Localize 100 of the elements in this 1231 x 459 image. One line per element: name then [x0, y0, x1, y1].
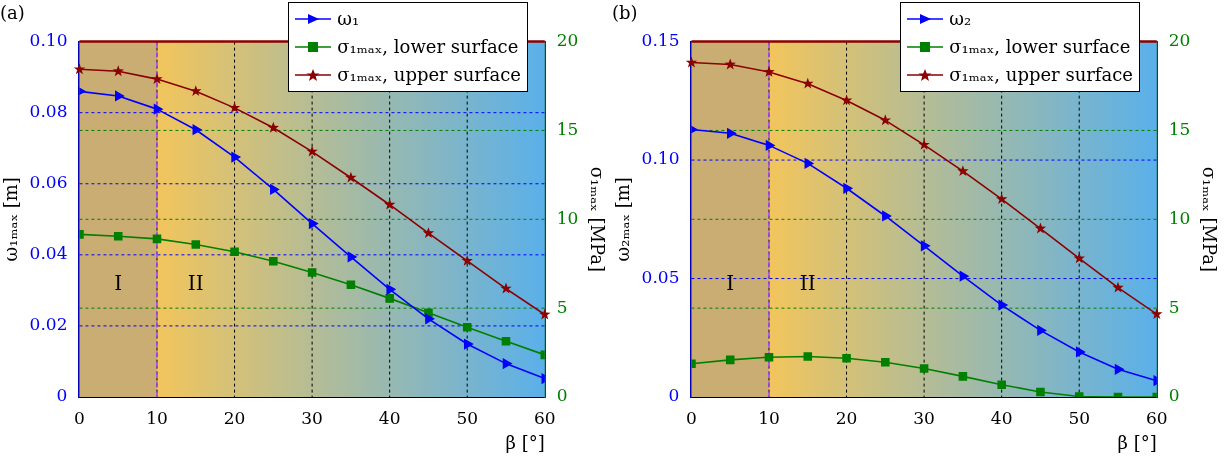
y2-tick-label: 5 — [1168, 296, 1180, 317]
y2-axis-title: σ₁ₘₐₓ [MPa] — [1198, 166, 1220, 272]
legend-label: σ₁ₘₐₓ, lower surface — [949, 35, 1131, 59]
point — [1114, 364, 1124, 375]
band-label: II — [799, 271, 816, 296]
y-tick-label: 0 — [668, 385, 680, 406]
point — [764, 352, 774, 362]
point — [151, 73, 163, 84]
point — [500, 282, 512, 294]
point — [1151, 308, 1163, 320]
point — [153, 104, 163, 115]
point — [726, 128, 736, 139]
point — [685, 56, 698, 68]
point — [843, 183, 853, 194]
y-tick-label: 0.04 — [29, 243, 68, 264]
y2-tick-label: 15 — [1168, 118, 1191, 139]
legend-label: ω₁ — [337, 7, 360, 31]
point — [231, 152, 241, 163]
point — [152, 234, 162, 244]
point — [1075, 346, 1085, 358]
chart-title: (b) — [612, 2, 638, 24]
point — [345, 171, 357, 183]
x-tick-label: 10 — [758, 407, 780, 428]
point — [270, 184, 280, 195]
point — [383, 198, 396, 210]
point — [1112, 281, 1124, 293]
point — [230, 247, 239, 257]
y2-tick-label: 10 — [1168, 207, 1191, 228]
x-tick-label: 40 — [378, 407, 401, 428]
point — [462, 322, 472, 332]
point — [501, 336, 511, 346]
point — [918, 138, 930, 150]
point — [308, 218, 318, 229]
point — [113, 231, 123, 241]
point — [461, 254, 473, 266]
point — [422, 227, 435, 239]
legend-label: ω₂ — [949, 7, 972, 31]
legend-label: σ₁ₘₐₓ, upper surface — [337, 63, 521, 87]
y2-tick-label: 10 — [556, 207, 579, 228]
x-tick-label: 20 — [835, 407, 858, 428]
x-axis-title: β [°] — [505, 431, 545, 453]
point — [228, 101, 241, 113]
y2-tick-label: 0 — [1168, 385, 1180, 406]
point — [112, 65, 124, 77]
point — [1073, 252, 1085, 264]
point — [765, 140, 775, 151]
x-tick-label: 20 — [223, 407, 246, 428]
y-tick-label: 0.08 — [29, 101, 68, 122]
x-tick-label: 40 — [990, 407, 1013, 428]
band-label: I — [726, 271, 735, 296]
x-tick-label: 30 — [913, 407, 935, 428]
y-tick-label: 0.15 — [641, 30, 680, 51]
legend-label: σ₁ₘₐₓ, upper surface — [949, 63, 1133, 87]
point — [959, 271, 969, 282]
y2-tick-label: 20 — [556, 30, 579, 51]
point — [920, 240, 930, 251]
x-axis-title: β [°] — [1117, 431, 1157, 453]
point — [763, 65, 775, 77]
y-tick-label: 0.05 — [641, 266, 680, 287]
x-tick-label: 50 — [1068, 407, 1091, 428]
point — [804, 158, 814, 169]
x-tick-label: 50 — [456, 407, 479, 428]
y2-tick-label: 5 — [556, 296, 568, 317]
y-tick-label: 0.02 — [29, 314, 68, 335]
point — [539, 308, 551, 320]
point — [882, 210, 892, 222]
point — [386, 284, 396, 295]
point — [306, 145, 318, 157]
point — [191, 240, 201, 249]
point — [995, 193, 1008, 205]
y-tick-label: 0.06 — [29, 172, 68, 193]
point — [803, 352, 813, 361]
point — [724, 58, 736, 70]
y-axis-title: ω₁ₘₐₓ [m] — [0, 177, 22, 262]
point — [347, 251, 357, 263]
point — [840, 94, 853, 106]
y-tick-label: 0.10 — [29, 30, 68, 51]
legend-label: σ₁ₘₐₓ, lower surface — [337, 35, 519, 59]
x-tick-label: 0 — [686, 407, 697, 428]
point — [919, 364, 929, 373]
point — [192, 124, 202, 135]
point — [998, 299, 1008, 311]
y2-tick-label: 20 — [1168, 30, 1191, 51]
point — [802, 77, 814, 89]
point — [1037, 325, 1047, 336]
y-tick-label: 0.10 — [641, 148, 680, 169]
point — [307, 268, 317, 277]
point — [425, 313, 435, 324]
x-tick-label: 10 — [146, 407, 168, 428]
point — [881, 357, 890, 367]
point — [997, 380, 1006, 390]
point — [346, 280, 356, 289]
point — [502, 358, 512, 369]
x-tick-label: 60 — [1145, 407, 1168, 428]
point — [73, 63, 86, 75]
x-tick-label: 30 — [301, 407, 323, 428]
x-tick-label: 60 — [533, 407, 556, 428]
point — [725, 355, 735, 365]
point — [842, 353, 851, 363]
y-tick-label: 0 — [56, 385, 68, 406]
